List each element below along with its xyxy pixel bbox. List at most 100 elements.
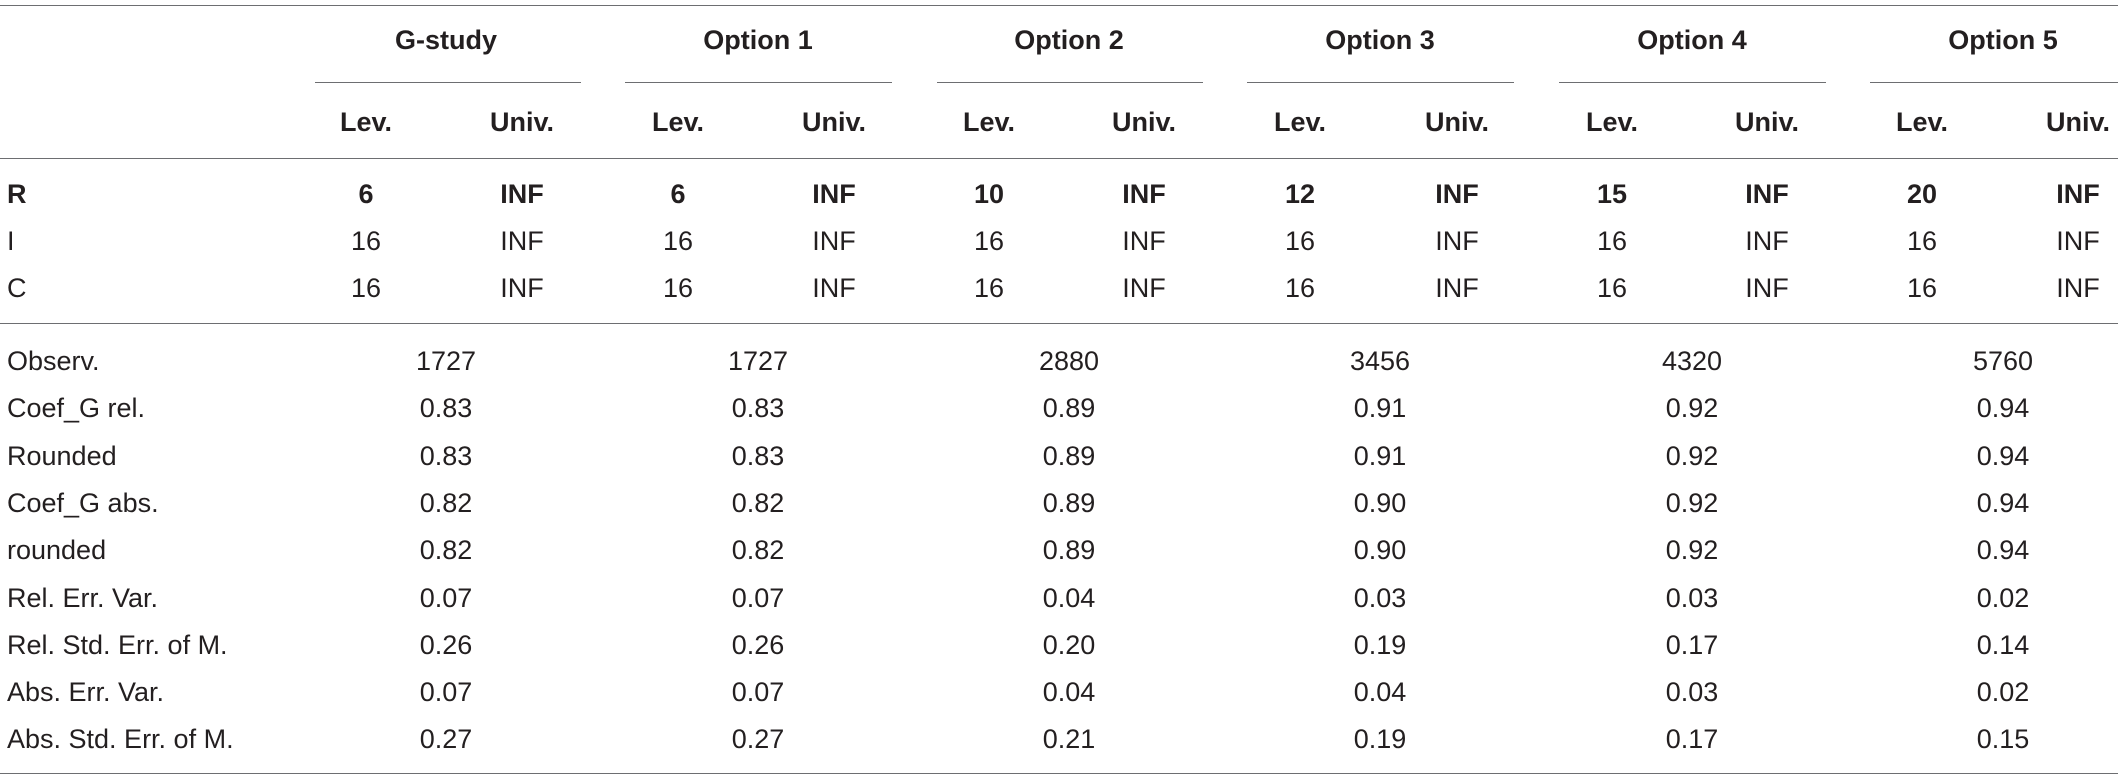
univ-value: INF bbox=[1435, 226, 1479, 256]
group-header: Option 4 bbox=[1637, 25, 1747, 55]
stat-value: 0.89 bbox=[1042, 487, 1096, 518]
stat-label: Rel. Std. Err. of M. bbox=[7, 629, 228, 660]
lev-value: 16 bbox=[1906, 226, 1938, 256]
stat-value: 0.83 bbox=[419, 393, 473, 424]
stat-value: 0.91 bbox=[1353, 440, 1407, 471]
univ-value: INF bbox=[1745, 273, 1789, 303]
lev-header: Lev. bbox=[1273, 107, 1327, 137]
stat-value: 0.82 bbox=[731, 535, 785, 566]
univ-value: INF bbox=[500, 179, 544, 209]
stat-value: 0.03 bbox=[1353, 582, 1407, 613]
stat-value: 0.90 bbox=[1353, 487, 1407, 518]
stat-value: 0.02 bbox=[1976, 582, 2030, 613]
stat-value: 0.89 bbox=[1042, 440, 1096, 471]
stat-label: Rel. Err. Var. bbox=[7, 582, 159, 613]
header-rule bbox=[0, 158, 2118, 159]
univ-header: Univ. bbox=[801, 107, 867, 137]
facet-label: R bbox=[7, 179, 27, 209]
stat-value: 0.94 bbox=[1976, 440, 2030, 471]
stat-value: 0.92 bbox=[1665, 393, 1719, 424]
facet-label: I bbox=[7, 226, 15, 256]
stat-value: 0.03 bbox=[1665, 582, 1719, 613]
lev-value: 16 bbox=[973, 226, 1005, 256]
stat-value: 0.17 bbox=[1665, 724, 1719, 755]
stat-value: 0.83 bbox=[731, 393, 785, 424]
stat-value: 0.89 bbox=[1042, 393, 1096, 424]
stat-value: 0.94 bbox=[1976, 487, 2030, 518]
stat-value: 0.82 bbox=[419, 487, 473, 518]
stat-value: 0.14 bbox=[1976, 629, 2030, 660]
group-underline bbox=[1870, 82, 2118, 83]
top-rule bbox=[0, 5, 2118, 6]
group-underline bbox=[937, 82, 1203, 83]
lev-value: 16 bbox=[1596, 273, 1628, 303]
stat-label: Abs. Std. Err. of M. bbox=[7, 724, 234, 755]
stat-value: 0.03 bbox=[1665, 677, 1719, 708]
lev-value: 20 bbox=[1906, 179, 1938, 209]
stat-value: 3456 bbox=[1349, 346, 1411, 376]
stat-value: 4320 bbox=[1661, 346, 1723, 376]
facet-label: C bbox=[7, 273, 27, 303]
stat-value: 5760 bbox=[1972, 346, 2034, 376]
bottom-rule bbox=[0, 773, 2118, 774]
stat-value: 0.04 bbox=[1042, 582, 1096, 613]
univ-value: INF bbox=[812, 179, 856, 209]
group-underline bbox=[625, 82, 892, 83]
univ-header: Univ. bbox=[2045, 107, 2111, 137]
stat-value: 0.04 bbox=[1353, 677, 1407, 708]
stat-value: 0.26 bbox=[731, 629, 785, 660]
group-header: Option 1 bbox=[703, 25, 813, 55]
stat-value: 0.19 bbox=[1353, 724, 1407, 755]
stat-value: 0.92 bbox=[1665, 535, 1719, 566]
lev-value: 16 bbox=[1906, 273, 1938, 303]
stat-value: 0.26 bbox=[419, 629, 473, 660]
univ-value: INF bbox=[500, 273, 544, 303]
stat-value: 0.89 bbox=[1042, 535, 1096, 566]
stat-value: 0.83 bbox=[419, 440, 473, 471]
stat-value: 0.92 bbox=[1665, 487, 1719, 518]
lev-header: Lev. bbox=[1895, 107, 1949, 137]
stat-value: 0.90 bbox=[1353, 535, 1407, 566]
stat-value: 0.07 bbox=[419, 582, 473, 613]
stat-value: 0.92 bbox=[1665, 440, 1719, 471]
stat-label: Coef_G rel. bbox=[7, 393, 146, 424]
lev-value: 16 bbox=[1284, 226, 1316, 256]
stat-value: 0.27 bbox=[731, 724, 785, 755]
group-underline bbox=[315, 82, 581, 83]
stat-value: 0.82 bbox=[419, 535, 473, 566]
lev-value: 12 bbox=[1284, 179, 1316, 209]
lev-header: Lev. bbox=[651, 107, 705, 137]
univ-value: INF bbox=[2056, 273, 2100, 303]
stat-value: 0.21 bbox=[1042, 724, 1096, 755]
univ-value: INF bbox=[2056, 179, 2100, 209]
stat-value: 0.94 bbox=[1976, 393, 2030, 424]
univ-value: INF bbox=[2056, 226, 2100, 256]
stat-label: Abs. Err. Var. bbox=[7, 677, 165, 708]
lev-value: 16 bbox=[1596, 226, 1628, 256]
group-header: G-study bbox=[394, 25, 498, 55]
stat-label: Rounded bbox=[7, 440, 117, 471]
univ-header: Univ. bbox=[1424, 107, 1490, 137]
univ-value: INF bbox=[1745, 179, 1789, 209]
univ-header: Univ. bbox=[489, 107, 555, 137]
lev-value: 16 bbox=[662, 226, 694, 256]
stat-value: 0.07 bbox=[731, 677, 785, 708]
univ-value: INF bbox=[1435, 273, 1479, 303]
univ-value: INF bbox=[1435, 179, 1479, 209]
univ-value: INF bbox=[812, 226, 856, 256]
univ-value: INF bbox=[812, 273, 856, 303]
stat-value: 0.17 bbox=[1665, 629, 1719, 660]
stat-value: 0.07 bbox=[419, 677, 473, 708]
univ-header: Univ. bbox=[1734, 107, 1800, 137]
lev-value: 16 bbox=[1284, 273, 1316, 303]
lev-value: 6 bbox=[358, 179, 374, 209]
stat-label: rounded bbox=[7, 535, 107, 566]
stat-value: 0.20 bbox=[1042, 629, 1096, 660]
stat-value: 0.07 bbox=[731, 582, 785, 613]
univ-value: INF bbox=[1122, 273, 1166, 303]
stat-value: 2880 bbox=[1038, 346, 1100, 376]
stat-value: 1727 bbox=[415, 346, 477, 376]
stat-value: 0.02 bbox=[1976, 677, 2030, 708]
lev-value: 16 bbox=[350, 273, 382, 303]
univ-value: INF bbox=[1745, 226, 1789, 256]
